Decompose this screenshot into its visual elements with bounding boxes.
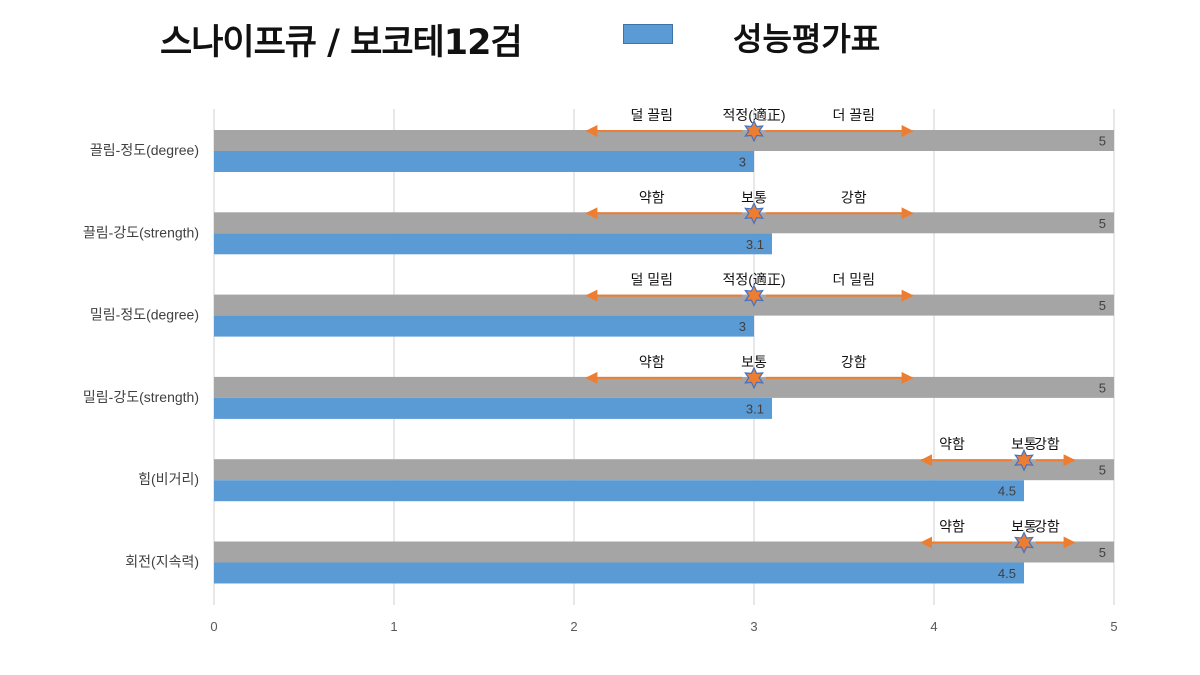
- max-bar-label: 5: [1099, 216, 1106, 231]
- star-marker: [744, 119, 764, 143]
- star-marker: [744, 366, 764, 390]
- max-bar: [214, 212, 1114, 234]
- annotation-center-label: 보통: [741, 354, 767, 370]
- annotation-right-label: 강함: [1034, 436, 1060, 452]
- annotation-center-label: 보통: [1011, 436, 1037, 452]
- annotation-left-label: 약함: [939, 436, 965, 452]
- legend-label: 성능평가표: [733, 20, 881, 58]
- value-bar-label: 3.1: [746, 237, 764, 252]
- x-tick-label: 4: [930, 619, 937, 634]
- category-label: 회전(지속력): [125, 554, 199, 570]
- max-bar-label: 5: [1099, 298, 1106, 313]
- x-tick-label: 1: [390, 619, 397, 634]
- category-label: 밀림-강도(strength): [83, 389, 199, 405]
- category-label: 힘(비거리): [138, 471, 199, 487]
- annotation-right-label: 더 밀림: [832, 272, 875, 288]
- max-bar-label: 5: [1099, 463, 1106, 478]
- star-marker: [744, 201, 764, 225]
- annotation-left-label: 약함: [639, 354, 665, 370]
- max-bar-label: 5: [1099, 545, 1106, 560]
- annotation-left-label: 덜 밀림: [630, 272, 673, 288]
- annotation-center-label: 적정(適正): [722, 272, 785, 288]
- max-bar: [214, 376, 1114, 398]
- value-bar: [214, 151, 754, 172]
- chart-title: 스나이프큐 / 보코테12검: [160, 23, 523, 63]
- category-label: 끌림-정도(degree): [90, 142, 199, 158]
- star-marker: [1014, 531, 1034, 554]
- category-label: 밀림-정도(degree): [90, 307, 199, 323]
- annotation-left-label: 약함: [939, 519, 965, 535]
- x-tick-label: 5: [1110, 619, 1117, 634]
- legend-swatch: [623, 24, 673, 44]
- x-tick-label: 2: [570, 619, 577, 634]
- value-bar-label: 3.1: [746, 401, 764, 416]
- max-bar-label: 5: [1099, 134, 1106, 149]
- annotation-right-label: 강함: [841, 189, 867, 205]
- max-bar: [214, 541, 1114, 563]
- annotation-center-label: 보통: [1011, 519, 1037, 535]
- category-label: 끌림-강도(strength): [83, 224, 199, 240]
- max-bar: [214, 130, 1114, 151]
- annotation-right-label: 강함: [841, 354, 867, 370]
- value-bar: [214, 315, 754, 337]
- max-bar-label: 5: [1099, 380, 1106, 395]
- annotation-left-label: 덜 끌림: [630, 107, 673, 123]
- value-bar: [214, 562, 1024, 584]
- annotation-right-label: 더 끌림: [832, 107, 875, 123]
- max-bar: [214, 294, 1114, 316]
- annotation-right-label: 강함: [1034, 519, 1060, 535]
- annotation-center-label: 보통: [741, 189, 767, 205]
- x-tick-label: 0: [210, 619, 217, 634]
- star-marker: [744, 284, 764, 308]
- value-bar-label: 3: [739, 319, 746, 334]
- annotation-left-label: 약함: [639, 189, 665, 205]
- value-bar: [214, 480, 1024, 502]
- max-bar: [214, 459, 1114, 481]
- value-bar: [214, 397, 772, 419]
- value-bar: [214, 233, 772, 255]
- star-marker: [1014, 448, 1034, 472]
- value-bar-label: 4.5: [998, 566, 1016, 581]
- value-bar-label: 3: [739, 155, 746, 170]
- value-bar-label: 4.5: [998, 484, 1016, 499]
- annotation-center-label: 적정(適正): [722, 107, 785, 123]
- x-tick-label: 3: [750, 619, 757, 634]
